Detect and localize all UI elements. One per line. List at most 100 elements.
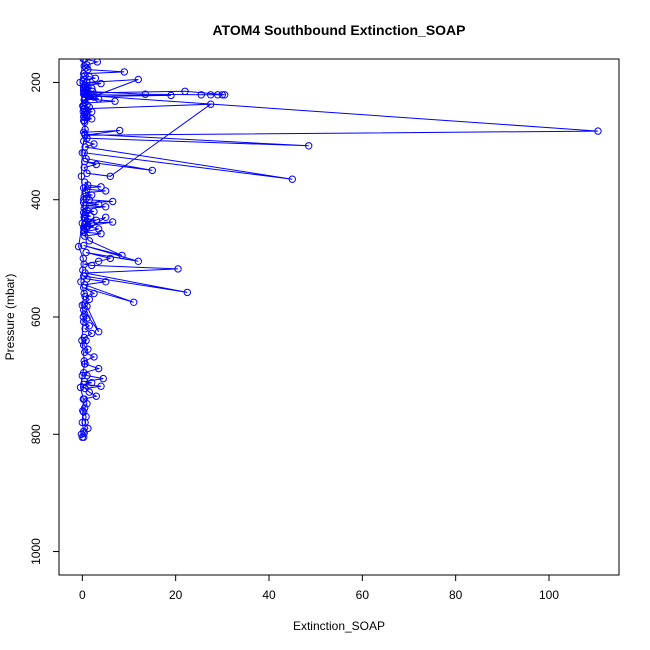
- data-point: [134, 257, 143, 265]
- series-3: [80, 213, 192, 336]
- data-point: [85, 237, 94, 245]
- series-line: [82, 313, 104, 438]
- data-point: [95, 364, 103, 373]
- data-point: [102, 213, 110, 222]
- x-tick-label: 0: [79, 588, 86, 602]
- data-point: [82, 248, 90, 257]
- data-point: [106, 254, 115, 263]
- plot-frame: [58, 58, 620, 576]
- data-point: [88, 108, 96, 116]
- series-2: [80, 178, 117, 234]
- data-point: [207, 91, 215, 99]
- data-point: [95, 257, 103, 265]
- data-point: [95, 95, 103, 103]
- data-point: [80, 184, 88, 192]
- data-point: [79, 102, 87, 110]
- data-point: [214, 91, 222, 99]
- data-point: [148, 166, 157, 175]
- series-line: [81, 59, 172, 123]
- series-4: [80, 310, 108, 441]
- data-point: [81, 348, 89, 356]
- x-tick-label: 60: [356, 588, 370, 602]
- data-point: [78, 336, 86, 345]
- data-point: [80, 241, 88, 250]
- data-point: [76, 383, 85, 392]
- data-point: [594, 127, 602, 135]
- data-point: [90, 289, 98, 298]
- data-point: [111, 97, 119, 105]
- data-point: [288, 175, 296, 183]
- y-tick-label: 600: [29, 307, 43, 327]
- data-point: [88, 115, 96, 123]
- data-point: [92, 392, 101, 400]
- y-tick-label: 1000: [29, 538, 43, 565]
- y-tick-label: 400: [29, 189, 43, 209]
- data-point: [78, 418, 87, 427]
- data-point: [221, 91, 229, 99]
- data-point: [134, 75, 143, 84]
- data-point: [77, 172, 86, 181]
- data-point: [81, 125, 89, 134]
- data-point: [79, 254, 88, 263]
- y-axis-label: Pressure (mbar): [3, 274, 17, 361]
- data-point: [80, 70, 88, 78]
- data-point: [90, 353, 98, 361]
- data-point: [141, 90, 150, 98]
- data-point: [88, 379, 96, 387]
- data-point: [82, 336, 90, 345]
- data-point: [79, 395, 88, 403]
- data-point: [80, 289, 88, 298]
- data-point: [97, 382, 105, 390]
- data-point: [130, 298, 138, 306]
- data-point: [95, 200, 103, 209]
- data-point: [78, 149, 87, 157]
- y-tick-label: 200: [29, 72, 43, 92]
- data-point: [81, 143, 89, 151]
- data-point: [102, 278, 110, 286]
- data-point: [84, 65, 92, 74]
- data-point: [88, 329, 96, 338]
- chart-title: ATOM4 Southbound Extinction_SOAP: [212, 22, 465, 38]
- data-point: [91, 74, 100, 83]
- data-point: [95, 328, 103, 336]
- data-point: [79, 59, 87, 63]
- data-point: [81, 360, 89, 368]
- series-layer: [74, 59, 602, 441]
- data-point: [79, 266, 87, 274]
- data-point: [74, 242, 83, 251]
- data-point: [79, 407, 87, 415]
- series-line: [78, 59, 86, 438]
- data-point: [80, 163, 88, 172]
- data-point: [174, 265, 182, 273]
- data-point: [116, 126, 124, 135]
- data-point: [120, 68, 129, 76]
- data-point: [109, 197, 117, 206]
- data-point: [81, 232, 89, 240]
- data-point: [106, 172, 115, 181]
- data-point: [85, 388, 94, 396]
- data-point: [90, 140, 98, 148]
- data-point: [80, 341, 88, 349]
- data-point: [85, 196, 94, 204]
- data-point: [79, 313, 88, 321]
- x-tick-label: 40: [262, 588, 276, 602]
- data-point: [81, 325, 89, 333]
- data-point: [77, 430, 86, 438]
- data-point: [88, 261, 96, 270]
- x-tick-label: 100: [539, 588, 559, 602]
- data-point: [218, 91, 227, 99]
- y-axis: 200 400 600 800 1000: [29, 72, 60, 565]
- series-line: [82, 90, 599, 180]
- x-tick-label: 80: [449, 588, 463, 602]
- data-point: [83, 91, 91, 100]
- data-point: [102, 187, 110, 195]
- data-point: [183, 288, 192, 297]
- data-point: [95, 225, 103, 233]
- data-point: [102, 203, 110, 211]
- data-point: [92, 160, 101, 169]
- data-point: [77, 278, 85, 286]
- data-point: [90, 93, 98, 101]
- data-point: [197, 91, 206, 99]
- data-point: [83, 185, 91, 193]
- data-point: [118, 251, 126, 260]
